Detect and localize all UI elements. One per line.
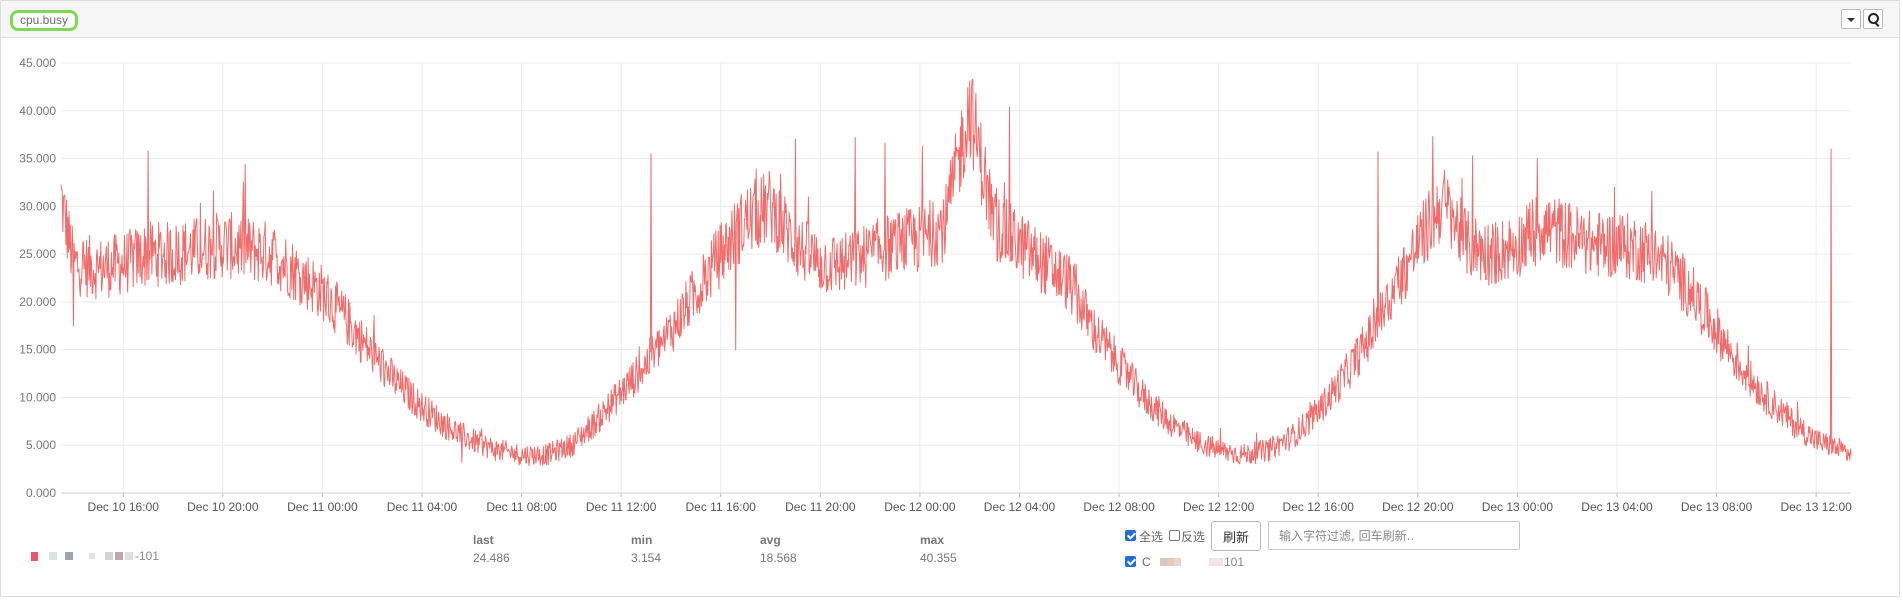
chart-grid (61, 62, 1851, 497)
y-tick-label: 5.000 (26, 438, 56, 452)
select-all-checkbox[interactable] (1125, 530, 1136, 541)
stat-last: last 24.486 (473, 533, 510, 565)
stat-last-label: last (473, 533, 494, 547)
stat-avg: avg 18.568 (760, 533, 797, 565)
refresh-button[interactable]: 刷新 (1211, 521, 1261, 551)
y-tick-label: 20.000 (19, 295, 56, 309)
x-tick-label: Dec 11 08:00 (486, 500, 557, 514)
legend-swatch (1174, 558, 1181, 566)
y-axis: 0.000 5.000 10.000 15.000 20.000 25.000 30.000… (19, 56, 56, 500)
legend-series-label: -101 (135, 549, 160, 563)
series-line[interactable] (60, 79, 1852, 467)
legend-swatch (1160, 558, 1167, 566)
x-tick-label: Dec 12 00:00 (884, 500, 956, 514)
y-tick-label: 10.000 (19, 390, 56, 404)
stat-max: max 40.355 (920, 533, 957, 565)
legend-swatch (105, 552, 113, 560)
y-tick-label: 45.000 (19, 56, 56, 70)
legend-swatch (65, 552, 73, 560)
x-tick-label: Dec 12 04:00 (984, 500, 1056, 514)
series-checkbox-label: C (1142, 555, 1151, 569)
stat-min-value: 3.154 (631, 551, 662, 565)
x-tick-label: Dec 13 00:00 (1482, 500, 1554, 514)
stat-last-value: 24.486 (473, 551, 510, 565)
x-tick-label: Dec 10 16:00 (88, 500, 160, 514)
legend-swatch (115, 552, 123, 560)
y-tick-label: 30.000 (19, 199, 56, 213)
x-tick-label: Dec 11 12:00 (586, 500, 657, 514)
series-layer (60, 79, 1852, 467)
legend-swatch (1209, 558, 1223, 566)
line-chart[interactable]: 0.000 5.000 10.000 15.000 20.000 25.000 30.000… (1, 37, 1901, 517)
stat-max-value: 40.355 (920, 551, 957, 565)
legend-swatch (89, 553, 95, 559)
legend-swatch (125, 552, 133, 560)
y-tick-label: 40.000 (19, 104, 56, 118)
stat-min-label: min (631, 533, 653, 547)
y-tick-label: 25.000 (19, 247, 56, 261)
x-axis: Dec 10 16:00 Dec 10 20:00 Dec 11 00:00 Dec … (88, 500, 1853, 514)
legend-swatch (1167, 558, 1174, 566)
invert-checkbox[interactable] (1169, 530, 1180, 541)
magnifier-icon (1868, 13, 1879, 24)
x-tick-label: Dec 12 12:00 (1183, 500, 1255, 514)
filter-input[interactable] (1268, 521, 1520, 550)
x-tick-label: Dec 12 20:00 (1382, 500, 1454, 514)
panel-title[interactable]: cpu.busy (10, 10, 79, 31)
x-tick-label: Dec 13 12:00 (1780, 500, 1852, 514)
x-tick-label: Dec 13 08:00 (1681, 500, 1753, 514)
x-tick-label: Dec 11 20:00 (785, 500, 856, 514)
select-all-label: 全选 (1139, 530, 1164, 544)
series-suffix-label: 101 (1224, 555, 1245, 569)
y-tick-label: 35.000 (19, 152, 56, 166)
dropdown-button[interactable] (1841, 9, 1861, 29)
x-tick-label: Dec 11 16:00 (685, 500, 756, 514)
caret-down-icon (1847, 18, 1855, 22)
series-flag-icon[interactable] (31, 552, 38, 561)
stat-max-label: max (920, 533, 945, 547)
x-tick-label: Dec 10 20:00 (187, 500, 259, 514)
series-checkbox[interactable] (1125, 556, 1136, 567)
x-tick-label: Dec 13 04:00 (1581, 500, 1653, 514)
panel-header: cpu.busy (1, 1, 1899, 38)
legend-swatch (49, 552, 57, 560)
x-tick-label: Dec 12 16:00 (1283, 500, 1355, 514)
zoom-button[interactable] (1863, 9, 1883, 29)
x-tick-label: Dec 11 00:00 (287, 500, 358, 514)
y-tick-label: 0.000 (26, 486, 56, 500)
magnifier-handle (1874, 22, 1880, 27)
y-tick-label: 15.000 (19, 343, 56, 357)
stat-avg-label: avg (760, 533, 781, 547)
stat-min: min 3.154 (631, 533, 661, 565)
invert-label: 反选 (1181, 530, 1206, 544)
x-tick-label: Dec 11 04:00 (387, 500, 458, 514)
stat-avg-value: 18.568 (760, 551, 797, 565)
x-tick-label: Dec 12 08:00 (1083, 500, 1155, 514)
